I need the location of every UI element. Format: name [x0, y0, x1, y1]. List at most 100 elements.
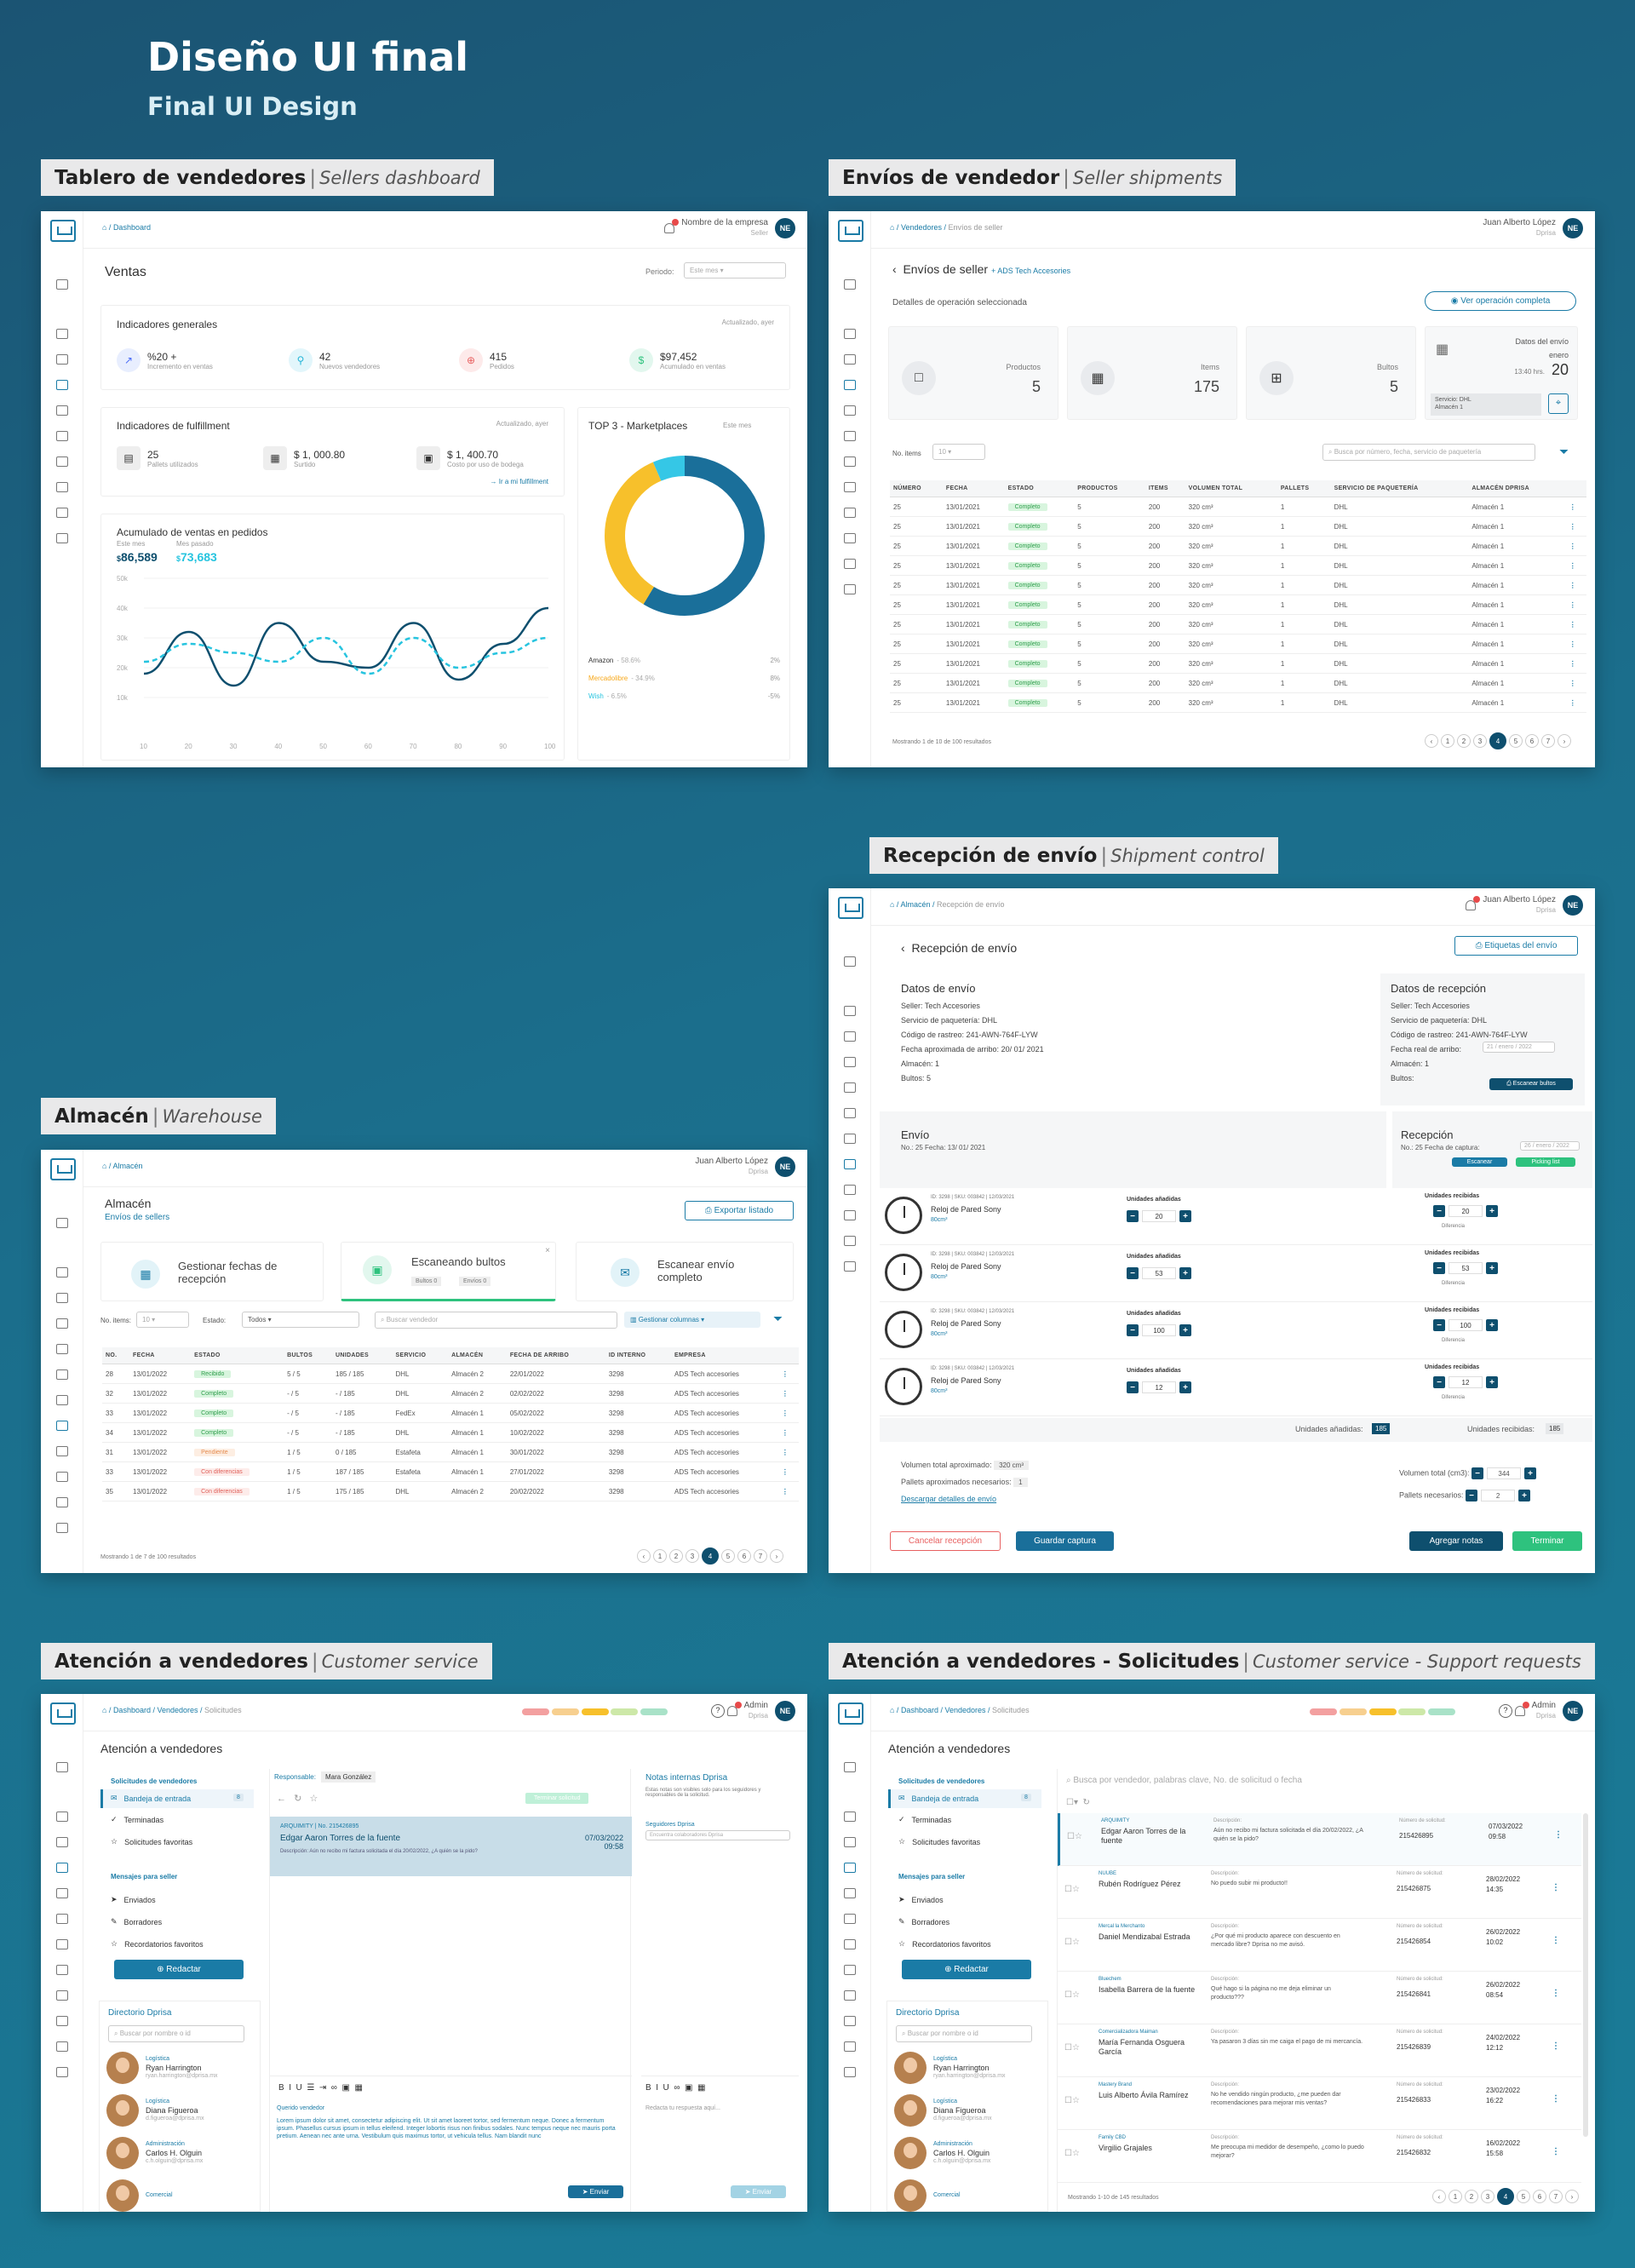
row-menu-icon[interactable]: ⋮	[777, 1422, 799, 1443]
column-header[interactable]: PRODUCTOS	[1074, 480, 1145, 497]
page-button[interactable]: 4	[702, 1547, 719, 1565]
close-icon[interactable]: ×	[545, 1246, 550, 1255]
menu-done[interactable]: ✓ Terminadas	[111, 1815, 164, 1824]
reply-editor[interactable]: B I U ☰ ⇥ ∞ ▣ ▦ Querido vendedor Lorem i…	[270, 2076, 632, 2212]
search-input[interactable]: ⌕ Buscar vendedor	[375, 1312, 617, 1329]
added-stepper[interactable]: −12 +	[1127, 1381, 1191, 1393]
row-menu-icon[interactable]: ⋮	[1565, 536, 1586, 556]
column-header[interactable]: ESTADO	[1004, 480, 1075, 497]
compose-button[interactable]: ⊕ Redactar	[902, 1960, 1031, 1979]
user-box[interactable]: Juan Alberto López Dprisa NE	[695, 1157, 795, 1177]
table-row[interactable]: 25 13/01/2021 Completo 5 200 320 cm³ 1 DHL Almac…	[890, 555, 1586, 576]
row-menu-icon[interactable]: ⋮	[1565, 673, 1586, 693]
bell-icon[interactable]	[844, 1236, 856, 1246]
column-header[interactable]: ALMACÉN DPRISA	[1468, 480, 1566, 497]
page-button[interactable]: 1	[1449, 2190, 1462, 2203]
notification-icon[interactable]	[1514, 1702, 1529, 1716]
scan-button[interactable]: Escanear	[1452, 1157, 1507, 1167]
menu-sent[interactable]: ➤ Enviados	[898, 1895, 944, 1904]
avatar[interactable]: NE	[1563, 895, 1583, 916]
chat-icon[interactable]	[56, 1472, 68, 1482]
pagination[interactable]: ‹ 1 2 3 4 5 6 7 ›	[1425, 732, 1571, 749]
menu-done[interactable]: ✓ Terminadas	[898, 1815, 952, 1824]
column-header[interactable]: PALLETS	[1276, 480, 1331, 497]
breadcrumb[interactable]: ⌂ / Dashboard / Vendedores / Solicitudes	[102, 1706, 242, 1714]
trend-icon[interactable]	[844, 405, 856, 416]
table-row[interactable]: 35 13/01/2022 Con diferencias 1 / 5 175 / 18…	[102, 1481, 799, 1501]
row-menu-icon[interactable]: ⋮	[1552, 1883, 1560, 1892]
page-button[interactable]: 3	[1473, 734, 1487, 748]
row-menu-icon[interactable]: ⋮	[1565, 614, 1586, 634]
checkbox-star-icon[interactable]: ☐☆	[1064, 1885, 1080, 1894]
gear-icon[interactable]	[56, 1523, 68, 1533]
menu-reminders[interactable]: ☆ Recordatorios favoritos	[111, 1939, 204, 1949]
directory-person[interactable]: Logística Diana Figueroa d.figueroa@dprisa…	[894, 2093, 1039, 2127]
page-title[interactable]: ‹ Recepción de envío	[901, 941, 1018, 955]
column-header[interactable]: NÚMERO	[890, 480, 943, 497]
column-header[interactable]: ID INTERNO	[605, 1347, 672, 1364]
building-icon[interactable]	[844, 1108, 856, 1118]
gear-icon[interactable]	[56, 533, 68, 543]
request-row[interactable]: ☐☆ Comercializadora Maiman María Fernanda …	[1058, 2024, 1581, 2077]
user-box[interactable]: Admin Dprisa NE	[1514, 1701, 1583, 1721]
table-row[interactable]: 33 13/01/2022 Con diferencias 1 / 5 187 / 18…	[102, 1461, 799, 1482]
row-menu-icon[interactable]: ⋮	[1565, 575, 1586, 595]
box-icon[interactable]	[56, 329, 68, 339]
star-icon[interactable]	[844, 456, 856, 467]
page-button[interactable]: 7	[754, 1549, 767, 1563]
cart-logo-icon[interactable]	[50, 1158, 76, 1180]
status-select[interactable]: Todos ▾	[242, 1312, 359, 1328]
list-toolbar[interactable]: ☐▾ ↻	[1066, 1798, 1090, 1807]
received-stepper[interactable]: −53 +	[1433, 1262, 1498, 1274]
bell-icon[interactable]	[844, 2041, 856, 2052]
request-search[interactable]: ⌕ Busca por vendedor, palabras clave, No…	[1066, 1776, 1302, 1785]
users-icon[interactable]	[844, 1837, 856, 1847]
breadcrumb[interactable]: ⌂ / Vendedores / Envíos de seller	[890, 223, 1003, 232]
box-icon[interactable]	[844, 329, 856, 339]
box-icon[interactable]	[844, 1812, 856, 1822]
row-menu-icon[interactable]: ⋮	[1565, 594, 1586, 615]
box-icon[interactable]	[56, 1267, 68, 1278]
warehouse-icon[interactable]	[844, 482, 856, 492]
followers-select[interactable]: Encuentra colaboradores Dprisa	[645, 1830, 790, 1840]
save-capture-button[interactable]: Guardar captura	[1016, 1531, 1114, 1551]
row-menu-icon[interactable]: ⋮	[1565, 692, 1586, 713]
sellers-icon[interactable]	[56, 1863, 68, 1873]
send-note-button[interactable]: ➤ Enviar	[731, 2185, 786, 2198]
home-icon[interactable]	[844, 956, 856, 967]
request-row[interactable]: ☐☆ Bluechem Isabella Barrera de la fuente D…	[1058, 1972, 1581, 2024]
pagination[interactable]: ‹ 1 2 3 4 5 6 7 ›	[637, 1547, 783, 1565]
bell-icon[interactable]	[56, 1497, 68, 1507]
gear-icon[interactable]	[844, 2067, 856, 2077]
menu-favorites[interactable]: ☆ Solicitudes favoritas	[898, 1837, 981, 1846]
column-header[interactable]: VOLUMEN TOTAL	[1185, 480, 1277, 497]
row-menu-icon[interactable]: ⋮	[777, 1481, 799, 1501]
avatar[interactable]: NE	[775, 1157, 795, 1177]
page-button[interactable]: 4	[1489, 732, 1506, 749]
avatar[interactable]: NE	[1563, 218, 1583, 238]
selected-request[interactable]: ARQUIMITY | No. 215426895 Edgar Aaron To…	[270, 1817, 632, 1876]
received-stepper[interactable]: −100 +	[1433, 1319, 1498, 1331]
column-header[interactable]: FECHA DE ARRIBO	[506, 1347, 605, 1364]
sellers-icon[interactable]	[844, 1863, 856, 1873]
page-button[interactable]: 6	[1533, 2190, 1546, 2203]
added-stepper[interactable]: −20 +	[1127, 1210, 1191, 1222]
home-icon[interactable]	[56, 1218, 68, 1228]
column-header[interactable]: EMPRESA	[671, 1347, 778, 1364]
arrival-date-field[interactable]: 21 / enero / 2022	[1483, 1042, 1555, 1053]
sellers-icon[interactable]	[844, 380, 856, 390]
row-menu-icon[interactable]: ⋮	[1565, 634, 1586, 654]
notification-icon[interactable]	[726, 1702, 742, 1716]
responsible-chip[interactable]: Mara González	[321, 1771, 376, 1783]
column-header[interactable]: ESTADO	[191, 1347, 284, 1364]
chat-icon[interactable]	[56, 482, 68, 492]
gear-icon[interactable]	[844, 584, 856, 594]
building-icon[interactable]	[56, 405, 68, 416]
menu-inbox[interactable]: ✉ Bandeja de entrada	[111, 1794, 192, 1803]
table-row[interactable]: 25 13/01/2021 Completo 5 200 320 cm³ 1 DHL Almac…	[890, 692, 1586, 713]
pagination[interactable]: ‹ 1 2 3 4 5 6 7 ›	[1432, 2188, 1579, 2205]
page-subtitle[interactable]: Envíos de sellers	[105, 1213, 170, 1222]
users-icon[interactable]	[56, 1318, 68, 1329]
manage-columns-button[interactable]: ▥ Gestionar columnas ▾	[624, 1312, 760, 1328]
column-header[interactable]: FECHA	[129, 1347, 192, 1364]
